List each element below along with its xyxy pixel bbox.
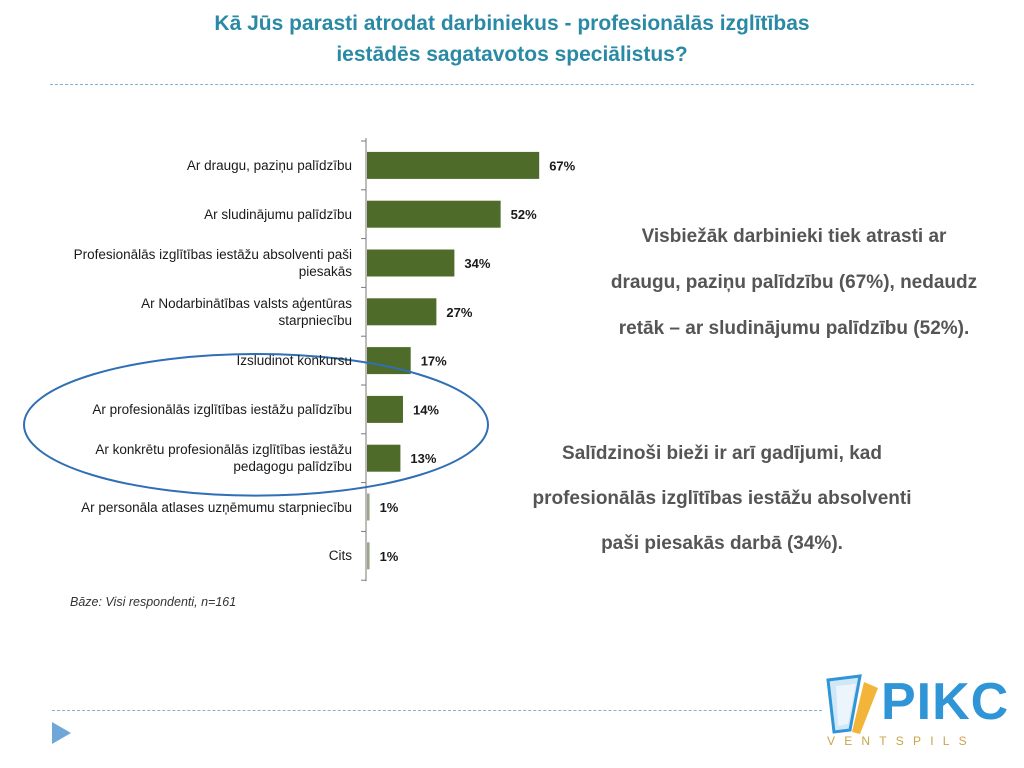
bar-value-label: 67% <box>549 158 575 173</box>
bar <box>367 493 370 521</box>
bar <box>367 298 437 326</box>
bar-value-label: 34% <box>464 256 490 271</box>
bar-category-label-line: Ar draugu, paziņu palīdzību <box>186 157 352 173</box>
pikc-logo: PIKC VENTSPILS <box>824 672 1008 756</box>
play-triangle-icon[interactable] <box>52 722 71 744</box>
logo-emblem-icon <box>826 674 878 734</box>
bar-category-label: Ar sludinājumu palīdzību <box>12 206 352 223</box>
summary-text-1: Visbiežāk darbinieki tiek atrasti ar dra… <box>610 226 978 339</box>
bar <box>367 151 540 179</box>
bar-category-label: Ar Nodarbinātības valsts aģentūras starpn… <box>12 295 352 329</box>
bar-category-label-line: Cits <box>328 548 352 564</box>
bar-value-label: 52% <box>511 207 537 222</box>
bar-category-label: Profesionālās izglītības iestāžu absolve… <box>12 246 352 280</box>
bar-category-label: Cits <box>12 547 352 564</box>
bar-category-label-line: Ar sludinājumu palīdzību <box>204 206 352 222</box>
bar <box>367 542 370 570</box>
bar-category-label-line: pedagogu palīdzību <box>233 459 352 475</box>
bar-category-label-line: Ar Nodarbinātības valsts aģentūras <box>141 295 352 311</box>
bar-category-label: Ar konkrētu profesionālās izglītības ies… <box>12 441 352 475</box>
bar-category-label-line: Ar konkrētu profesionālās izglītības ies… <box>95 442 352 458</box>
title-divider <box>50 84 974 85</box>
slide-title-line-2: iestādēs sagatavotos speciālistus? <box>336 43 688 66</box>
footer-divider <box>52 710 822 711</box>
bar <box>367 200 501 228</box>
slide-title: Kā Jūs parasti atrodat darbiniekus - pro… <box>0 8 1024 70</box>
base-note: Bāze: Visi respondenti, n=161 <box>70 595 237 609</box>
bar-value-label: 27% <box>446 305 472 320</box>
bar-value-label: 13% <box>410 451 436 466</box>
logo-subtext: VENTSPILS <box>827 734 976 748</box>
bar-category-label-line: piesakās <box>298 264 352 279</box>
bar-value-label: 17% <box>421 354 447 369</box>
logo-wordmark: PIKC <box>881 673 1010 731</box>
bar-category-label-line: starpniecību <box>278 312 352 328</box>
bar-category-label-line: Izsludinot konkursu <box>236 353 352 369</box>
bar-category-label: Ar profesionālās izglītības iestāžu palī… <box>12 401 352 418</box>
bar-category-label-line: Ar personāla atlases uzņēmumu starpniecī… <box>81 499 352 515</box>
bar-value-label: 1% <box>380 549 399 564</box>
bar-value-label: 14% <box>413 402 439 417</box>
bar <box>367 249 455 277</box>
slide-title-line-1: Kā Jūs parasti atrodat darbiniekus - pro… <box>214 12 810 35</box>
bar-category-label-line: Ar profesionālās izglītības iestāžu palī… <box>92 401 352 417</box>
bar-category-label: Ar personāla atlases uzņēmumu starpniecī… <box>12 499 352 516</box>
bar <box>367 395 403 423</box>
summary-text-2: Salīdzinoši bieži ir arī gadījumi, kad p… <box>532 443 912 554</box>
bar-category-label: Ar draugu, paziņu palīdzību <box>12 157 352 174</box>
highlight-ellipse <box>23 353 489 497</box>
bar-value-label: 1% <box>380 500 399 515</box>
bar-category-label-line: Profesionālās izglītības iestāžu absolve… <box>73 247 352 262</box>
bar <box>367 444 401 472</box>
bar-category-label: Izsludinot konkursu <box>12 352 352 369</box>
